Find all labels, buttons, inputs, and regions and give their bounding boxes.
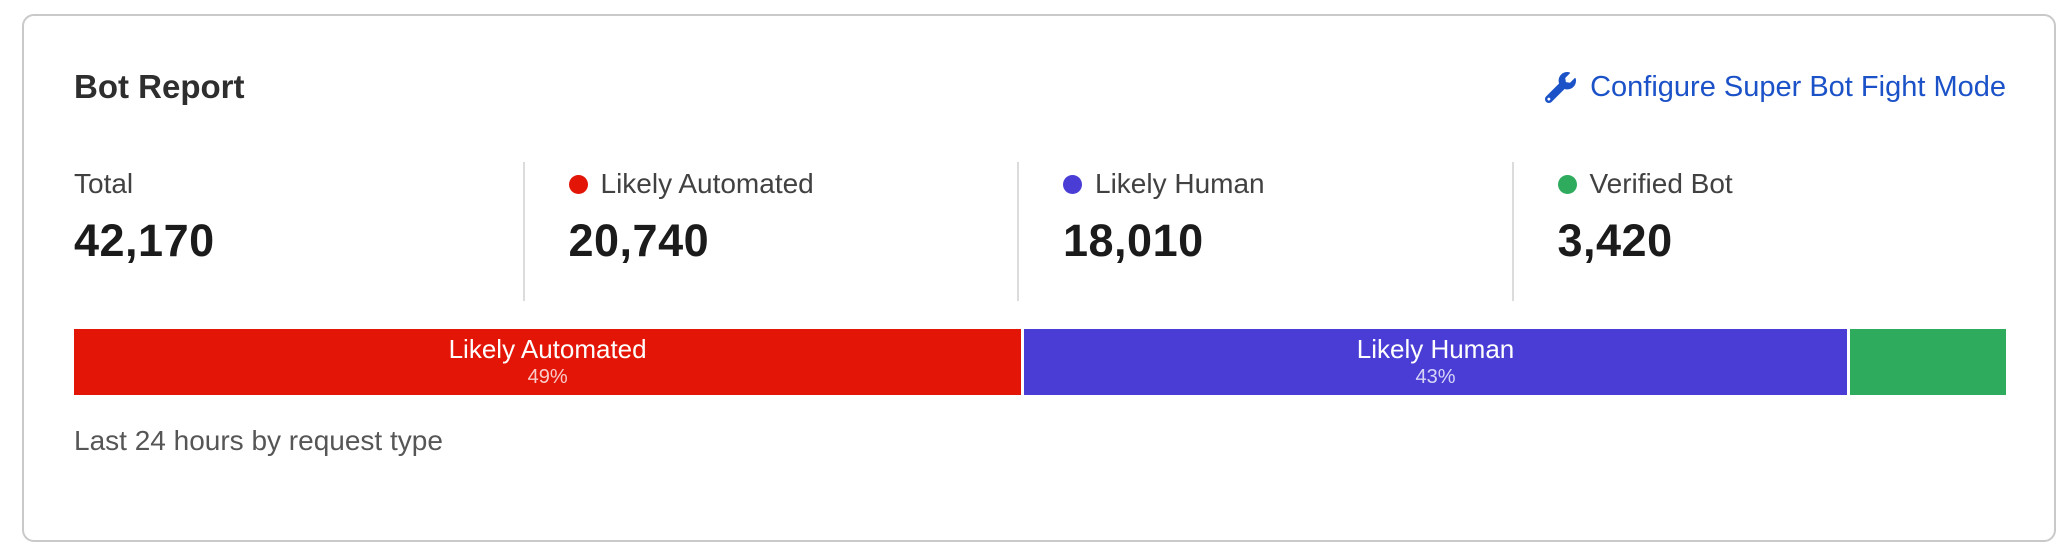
stat-likely-automated: Likely Automated 20,740 (522, 162, 1018, 301)
stat-likely-automated-value: 20,740 (568, 215, 710, 266)
likely-human-dot-icon (1063, 174, 1082, 194)
time-range-caption: Last 24 hours by request type (74, 425, 443, 456)
stat-likely-automated-label-row: Likely Automated (568, 168, 1018, 200)
stat-likely-human-value: 18,010 (1063, 215, 1204, 266)
stat-verified-bot-label-row: Verified Bot (1557, 168, 2007, 200)
stat-total-label-row: Total (74, 168, 523, 200)
stats-row: Total 42,170 Likely Automated 20,740 Lik… (74, 162, 2006, 301)
card-header: Bot Report Configure Super Bot Fight Mod… (74, 68, 2006, 106)
stat-total-value: 42,170 (74, 215, 215, 266)
stat-total-label: Total (74, 168, 134, 199)
stat-verified-bot-value: 3,420 (1557, 215, 1673, 266)
card-title: Bot Report (74, 68, 245, 105)
stat-likely-human: Likely Human 18,010 (1017, 162, 1512, 301)
stat-likely-automated-label: Likely Automated (600, 168, 814, 199)
stat-likely-human-label-row: Likely Human (1063, 168, 1512, 200)
configure-super-bot-fight-mode-link[interactable]: Configure Super Bot Fight Mode (1545, 71, 2006, 104)
bar-segment-likely-automated: Likely Automated 49% (74, 329, 1022, 395)
stat-verified-bot-label: Verified Bot (1589, 168, 1733, 199)
configure-link-label: Configure Super Bot Fight Mode (1590, 70, 2006, 103)
verified-bot-dot-icon (1557, 174, 1577, 194)
stat-total: Total 42,170 (74, 162, 523, 301)
bar-segment-likely-human: Likely Human 43% (1024, 329, 1847, 395)
bar-segment-likely-human-percent: 43% (1415, 366, 1456, 389)
bot-report-card: Bot Report Configure Super Bot Fight Mod… (22, 14, 2056, 542)
request-type-stacked-bar: Likely Automated 49% Likely Human 43% (74, 329, 2006, 395)
bar-segment-likely-automated-label: Likely Automated (448, 333, 647, 364)
stat-verified-bot: Verified Bot 3,420 (1511, 162, 2007, 301)
stat-likely-human-label: Likely Human (1095, 168, 1265, 199)
bar-segment-verified-bot (1849, 329, 2006, 395)
wrench-icon (1545, 71, 1577, 103)
bar-segment-likely-automated-percent: 49% (527, 366, 568, 389)
likely-automated-dot-icon (568, 174, 588, 194)
bar-segment-likely-human-label: Likely Human (1356, 333, 1515, 364)
